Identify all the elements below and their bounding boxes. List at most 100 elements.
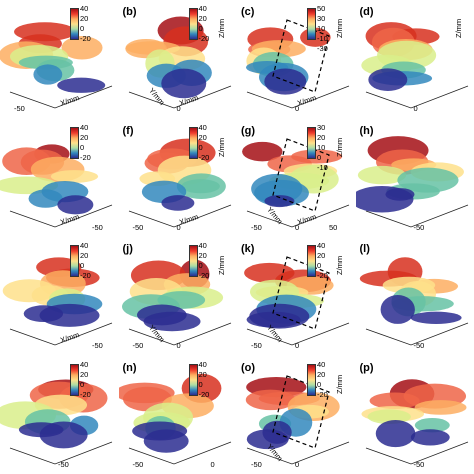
colorbar-tick-label: 40 [80,241,89,250]
surface-plot [0,378,113,464]
surface-patch [57,194,94,214]
surface-patch [380,295,415,324]
colorbar-tick-label: 20 [80,369,89,379]
colorbar-tick-label: 0 [198,261,203,270]
panel-3: (c) 50 30 10 -10 -30 Z/mm X/mm 0 [237,0,355,118]
colorbar-tick-label: -20 [198,34,210,43]
colorbar-tick-label: -30 [317,44,328,53]
colorbar-tick-label: 0 [317,261,322,270]
panel-label: (f) [122,124,134,137]
surface-plot [242,137,350,227]
surface-patch [160,194,194,211]
z-axis-label: Z/mm [216,137,226,157]
surface-patch [33,64,63,85]
surface-patch [357,165,406,184]
surface-patch [410,311,462,324]
panel-16: (p) -50 [356,356,474,474]
surface-plot [244,256,350,346]
colorbar-ticks: 30 20 10 0 -10 [317,123,328,173]
panel-15: (o) 40 20 0 -20 Z/mm Y/mm -50 0 [237,356,355,474]
panel-12: (l) -50 [356,237,474,355]
colorbar-tick-label: 40 [198,359,207,369]
surface-plot [128,138,231,227]
z-axis-label: Z/mm [335,137,344,157]
colorbar-ticks: 40 20 0 -20 [199,241,210,281]
axis-lines [9,441,113,464]
surface-patch [61,36,103,60]
axis-number-2: -50 [413,222,425,232]
axis-number-2: 0 [176,222,181,232]
axis-number-2: 0 [176,104,181,113]
colorbar-tick-label: 20 [198,14,207,23]
z-axis-label: Z/mm [216,255,226,275]
z-axis-label: Z/mm [453,18,463,38]
surface-patch [410,428,450,445]
colorbar-tick-label: 0 [80,142,85,152]
colorbar-tick-label: 20 [198,369,207,379]
panel-label: (d) [359,6,374,18]
colorbar-tick-label: 40 [198,122,207,132]
axis-number-1: -50 [251,222,262,232]
surface-plot [360,378,468,464]
panel-5: 40 20 0 -20 X/mm -50 [0,119,118,237]
axis-lines [365,204,468,227]
colorbar [188,126,198,159]
surface-patch [143,311,201,332]
surface-plot [359,257,468,346]
colorbar [188,363,198,396]
z-axis-label: Z/mm [335,18,344,38]
axis-number-2: 0 [295,104,300,113]
colorbar-tick-label: 0 [198,142,203,152]
axis-lines [246,85,350,109]
surface-patch [414,417,450,432]
axis-lines [246,322,350,346]
colorbar-tick-label: 40 [198,4,207,13]
axis-number-2: 0 [295,222,300,232]
axis-number-2: -50 [58,459,69,469]
surface-patch [50,169,99,183]
panel-11: (k) 40 20 0 -20 Z/mm Y/mm -50 0 [237,237,355,355]
colorbar-tick-label: 30 [317,122,326,132]
surface-patch [160,68,206,99]
colorbar-ticks: 40 20 0 -20 [199,123,210,163]
axis-number-2: 0 [413,104,418,113]
colorbar-tick-label: 0 [80,379,85,389]
colorbar-tick-label: 40 [198,241,207,250]
colorbar-ticks: 40 20 0 -20 [80,123,91,163]
surface-patch [355,185,413,212]
colorbar [307,8,316,40]
surface-patch [242,141,283,161]
colorbar-tick-label: 40 [80,4,89,13]
colorbar-tick-label: 20 [80,14,89,23]
colorbar-tick-label: -10 [317,34,328,43]
axis-lines [9,322,113,346]
axis-lines [9,204,113,227]
surface-patch [369,391,420,409]
colorbar-tick-label: 20 [317,369,326,379]
colorbar-tick-label: -20 [80,152,91,162]
colorbar-tick-label: 0 [317,152,322,162]
surface-plot [245,19,350,109]
axis-lines [365,322,468,346]
colorbar [188,8,198,40]
colorbar-tick-label: -20 [198,389,210,399]
surface-patch [264,194,295,207]
panel-13: 40 20 0 -20 -50 [0,356,118,474]
surface-plot [0,143,113,227]
colorbar-tick-label: 20 [198,251,207,260]
axis-lines [246,204,350,227]
surface-plot [245,374,350,464]
axis-lines [365,441,468,464]
panel-4: (d) Z/mm 0 [356,0,474,118]
axis-number-1: -50 [251,341,262,350]
colorbar-tick-label: -20 [317,389,328,399]
axis-number-3: 0 [210,459,215,469]
surface-plot [121,259,231,346]
surface-patch [28,188,63,208]
axis-number-3: -50 [92,222,103,232]
colorbar-tick-label: -20 [80,34,91,43]
colorbar-tick-label: -20 [80,271,91,280]
panel-label: (c) [241,6,255,18]
colorbar [307,126,316,159]
